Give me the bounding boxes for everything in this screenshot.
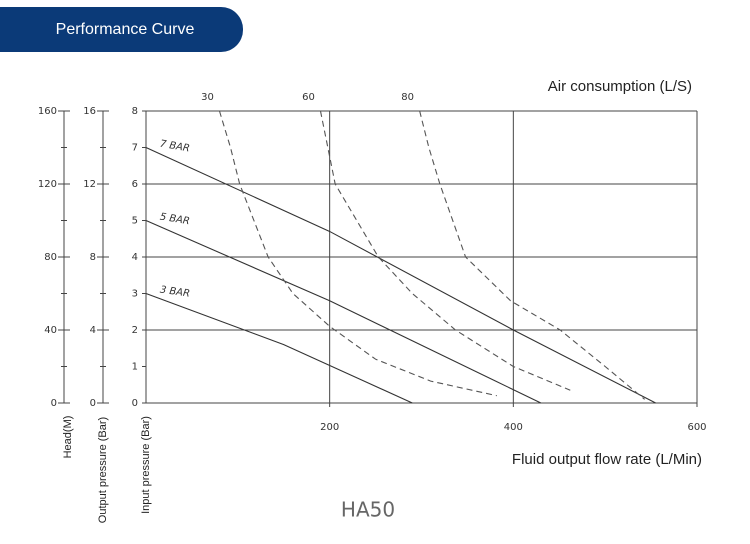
- extra-tick-label: 0: [51, 398, 57, 409]
- x-tick-label: 400: [504, 422, 523, 433]
- y-tick-label: 0: [132, 398, 138, 409]
- y-tick-label: 6: [132, 179, 138, 190]
- extra-tick-label: 80: [44, 252, 57, 263]
- curve-label: 7 BAR: [159, 139, 191, 155]
- curve-label: 80: [401, 92, 414, 103]
- extra-tick-label: 160: [38, 106, 57, 117]
- extra-tick-label: 12: [83, 179, 96, 190]
- y-tick-label: 2: [132, 325, 138, 336]
- curve: [319, 110, 571, 391]
- extra-axis-label: Output pressure (Bar): [97, 417, 109, 523]
- extra-tick-label: 16: [83, 106, 96, 117]
- model-label: HA50: [341, 498, 395, 522]
- curve: [145, 219, 542, 404]
- curve: [145, 292, 413, 404]
- extra-tick-label: 8: [90, 252, 96, 263]
- curve: [145, 146, 656, 404]
- curve-label: 5 BAR: [159, 212, 191, 228]
- extra-tick-label: 4: [90, 325, 96, 336]
- y-tick-label: 3: [132, 289, 138, 300]
- curve: [419, 110, 646, 400]
- curve: [218, 110, 497, 397]
- curve-label: 3 BAR: [159, 285, 190, 300]
- curve-label: 60: [302, 92, 315, 103]
- header-bar: [0, 7, 243, 52]
- extra-axis-label: Head(M): [62, 416, 74, 459]
- y-tick-label: 5: [132, 216, 138, 227]
- y-axis-label: Input pressure (Bar): [140, 416, 152, 514]
- header-title: Performance Curve: [56, 21, 195, 38]
- extra-tick-label: 0: [90, 398, 96, 409]
- extra-tick-label: 120: [38, 179, 57, 190]
- curve-group-label: Air consumption (L/S): [548, 78, 692, 95]
- x-axis-label: Fluid output flow rate (L/Min): [512, 451, 702, 468]
- y-tick-label: 7: [132, 143, 138, 154]
- y-tick-label: 8: [132, 106, 138, 117]
- x-tick-label: 600: [687, 422, 706, 433]
- curve-label: 30: [201, 92, 214, 103]
- x-tick-label: 200: [320, 422, 339, 433]
- y-tick-label: 4: [132, 252, 138, 263]
- extra-tick-label: 40: [44, 325, 57, 336]
- y-tick-label: 1: [132, 362, 138, 373]
